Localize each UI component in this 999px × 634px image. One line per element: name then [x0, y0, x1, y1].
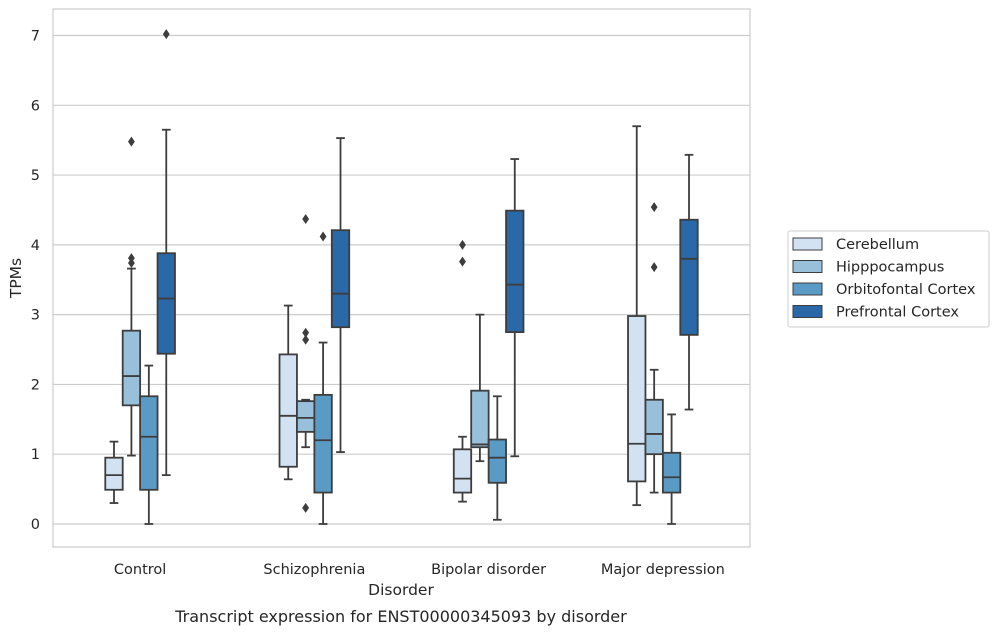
- box-body: [470, 389, 490, 449]
- outlier-point: [302, 327, 310, 338]
- box-body: [313, 393, 333, 494]
- box-body: [679, 218, 699, 336]
- legend-frame: [787, 230, 990, 328]
- box-cerebellum: [104, 440, 124, 504]
- box-hipppocampus: [470, 313, 490, 463]
- outlier-point: [650, 262, 658, 273]
- y-tick-label: 5: [31, 168, 40, 184]
- box-prefrontal-cortex: [505, 158, 525, 458]
- box-orbitofontal-cortex: [661, 413, 682, 525]
- box-orbitofontal-cortex: [487, 395, 507, 521]
- box-prefrontal-cortex: [679, 153, 699, 411]
- y-tick-label: 3: [31, 308, 40, 324]
- legend-label: Cerebellum: [836, 237, 919, 253]
- x-tick-label: Bipolar disorder: [431, 562, 546, 578]
- outlier-point: [459, 256, 466, 267]
- y-tick-label: 7: [31, 29, 40, 45]
- y-tick-label: 6: [31, 98, 40, 114]
- box-body: [156, 252, 176, 355]
- outlier-point: [162, 29, 170, 40]
- chart-caption: Transcript expression for ENST0000034509…: [174, 607, 627, 626]
- box-body: [452, 448, 473, 494]
- legend-label: Prefrontal Cortex: [836, 305, 959, 321]
- box-body: [121, 329, 142, 407]
- y-tick-label: 0: [31, 517, 40, 533]
- box-body: [627, 315, 647, 483]
- box-cerebellum: [452, 239, 473, 503]
- outlier-point: [650, 202, 658, 213]
- box-series: [104, 29, 699, 525]
- box-body: [296, 400, 316, 433]
- outlier-point: [319, 231, 327, 242]
- y-axis-ticks: 0 1 2 3 4 5 6 7: [31, 29, 40, 533]
- box-body: [487, 438, 507, 484]
- box-orbitofontal-cortex: [139, 364, 159, 525]
- box-hipppocampus: [121, 136, 142, 457]
- outlier-point: [128, 136, 135, 147]
- y-axis-label: TPMs: [7, 258, 25, 299]
- legend-label: Hipppocampus: [836, 260, 944, 276]
- box-cerebellum: [627, 125, 647, 507]
- box-body: [139, 395, 159, 491]
- outlier-point: [302, 334, 310, 345]
- box-body: [278, 353, 298, 468]
- box-body: [661, 451, 682, 494]
- legend: Cerebellum Hipppocampus Orbitofontal Corte…: [787, 230, 990, 328]
- box-orbitofontal-cortex: [313, 231, 333, 525]
- box-hipppocampus: [296, 214, 316, 513]
- box-body: [330, 229, 351, 329]
- outlier-point: [128, 253, 135, 264]
- box-body: [505, 209, 525, 333]
- y-tick-label: 4: [31, 238, 40, 254]
- legend-swatch: [792, 282, 823, 296]
- x-tick-label: Major depression: [601, 562, 725, 578]
- x-tick-label: Schizophrenia: [263, 562, 365, 578]
- outlier-point: [459, 239, 466, 250]
- x-tick-label: Control: [114, 562, 166, 578]
- legend-swatch: [792, 260, 823, 273]
- y-tick-label: 2: [31, 377, 40, 393]
- legend-swatch: [792, 305, 823, 318]
- box-body: [644, 398, 664, 456]
- y-tick-label: 1: [31, 447, 40, 463]
- box-prefrontal-cortex: [156, 29, 176, 477]
- box-hipppocampus: [644, 202, 664, 494]
- x-axis-label: Disorder: [368, 581, 434, 599]
- outlier-point: [302, 502, 310, 513]
- outlier-point: [302, 214, 310, 225]
- legend-label: Orbitofontal Cortex: [836, 282, 976, 298]
- box-body: [104, 456, 124, 491]
- legend-swatch: [792, 237, 823, 251]
- x-axis-ticks: Control Schizophrenia Bipolar disorder Majo…: [114, 562, 725, 578]
- box-prefrontal-cortex: [330, 137, 351, 453]
